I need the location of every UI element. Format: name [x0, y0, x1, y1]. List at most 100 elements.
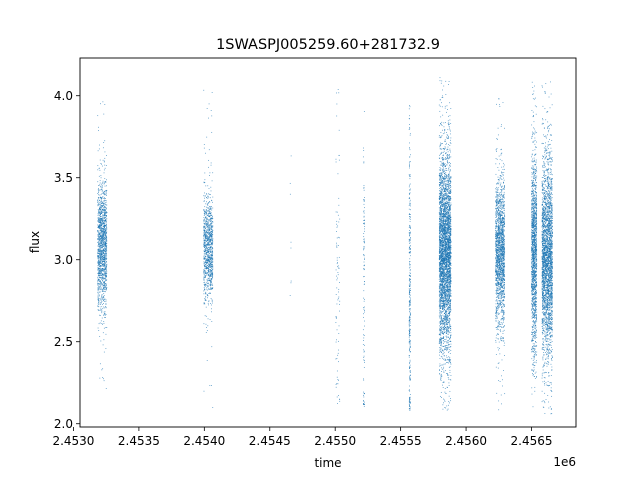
- data-point: [441, 256, 442, 258]
- data-point: [409, 313, 411, 315]
- data-point: [438, 190, 440, 191]
- data-point: [446, 220, 448, 222]
- data-point: [100, 245, 101, 247]
- data-point: [447, 218, 449, 220]
- data-point: [363, 276, 365, 278]
- data-point: [203, 209, 205, 210]
- data-point: [440, 341, 442, 343]
- data-point: [408, 355, 410, 356]
- data-point: [105, 224, 107, 226]
- data-point: [105, 254, 106, 256]
- data-point: [441, 349, 443, 351]
- data-point: [100, 230, 102, 232]
- data-point: [443, 341, 445, 343]
- data-point: [439, 185, 440, 187]
- data-point: [208, 256, 209, 258]
- data-point: [100, 222, 102, 224]
- data-point: [442, 387, 444, 388]
- data-point: [102, 222, 104, 224]
- data-point: [99, 184, 101, 186]
- data-point: [449, 304, 451, 306]
- data-point: [409, 193, 410, 195]
- data-point: [212, 265, 214, 267]
- data-point: [448, 361, 450, 363]
- data-point: [98, 270, 100, 271]
- data-point: [104, 298, 106, 300]
- data-point: [210, 221, 212, 222]
- data-point: [97, 255, 99, 257]
- data-point: [206, 223, 207, 225]
- data-point: [211, 233, 212, 235]
- data-point: [207, 259, 209, 261]
- data-point: [208, 220, 210, 222]
- data-point: [203, 283, 205, 285]
- data-point: [442, 258, 443, 260]
- data-point: [97, 215, 99, 216]
- data-point: [444, 306, 446, 307]
- data-point: [102, 273, 103, 275]
- data-point: [104, 257, 105, 258]
- data-point: [363, 238, 365, 240]
- data-point: [209, 218, 211, 219]
- data-point: [105, 211, 107, 213]
- data-point: [338, 267, 340, 269]
- data-point: [206, 235, 208, 237]
- data-point: [100, 243, 102, 244]
- data-point: [409, 294, 410, 296]
- data-point: [441, 204, 443, 205]
- data-point: [207, 218, 208, 220]
- data-point: [447, 227, 449, 228]
- data-point: [211, 230, 213, 232]
- data-point: [212, 232, 214, 234]
- data-point: [442, 252, 444, 254]
- data-point: [100, 240, 102, 241]
- data-point: [100, 276, 102, 278]
- data-point: [212, 216, 213, 217]
- data-point: [409, 174, 411, 176]
- data-point: [442, 244, 444, 245]
- data-point: [409, 147, 410, 149]
- data-point: [337, 354, 339, 356]
- data-point: [446, 332, 447, 333]
- data-point: [102, 263, 104, 265]
- data-point: [440, 267, 442, 269]
- data-point: [98, 187, 99, 189]
- data-point: [439, 255, 440, 257]
- data-point: [210, 223, 211, 225]
- data-point: [205, 272, 207, 274]
- data-point: [408, 336, 410, 338]
- data-point: [439, 365, 441, 367]
- data-point: [97, 213, 99, 215]
- data-point: [336, 115, 338, 117]
- data-point: [105, 249, 107, 250]
- data-point: [438, 235, 440, 237]
- data-point: [207, 236, 209, 237]
- data-point: [439, 252, 440, 254]
- data-point: [98, 185, 99, 187]
- data-point: [210, 274, 212, 276]
- data-point: [100, 207, 102, 209]
- data-point: [103, 248, 105, 250]
- data-point: [409, 291, 410, 292]
- data-point: [439, 125, 440, 127]
- data-point: [449, 251, 450, 253]
- data-point: [445, 250, 447, 252]
- data-point: [212, 275, 214, 277]
- data-point: [441, 212, 442, 214]
- data-point: [101, 294, 103, 296]
- data-point: [211, 308, 212, 310]
- data-point: [448, 246, 450, 247]
- data-point: [409, 366, 410, 368]
- data-point: [99, 206, 101, 208]
- data-point: [448, 184, 450, 186]
- data-point: [208, 226, 209, 228]
- data-point: [206, 250, 208, 252]
- data-point: [208, 249, 210, 251]
- data-point: [337, 352, 339, 354]
- data-point: [105, 244, 107, 245]
- data-point: [439, 110, 441, 112]
- data-point: [441, 188, 442, 190]
- data-point: [409, 299, 411, 301]
- data-point: [408, 350, 410, 351]
- data-point: [203, 252, 205, 254]
